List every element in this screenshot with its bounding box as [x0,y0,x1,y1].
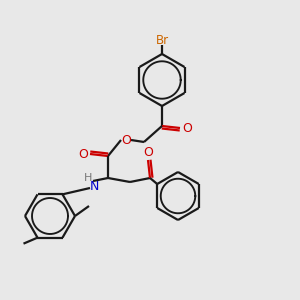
Text: O: O [121,134,131,146]
Text: O: O [78,148,88,160]
Text: O: O [182,122,192,134]
Text: Br: Br [155,34,169,46]
Text: N: N [89,179,99,193]
Text: O: O [143,146,153,158]
Text: H: H [84,173,92,183]
